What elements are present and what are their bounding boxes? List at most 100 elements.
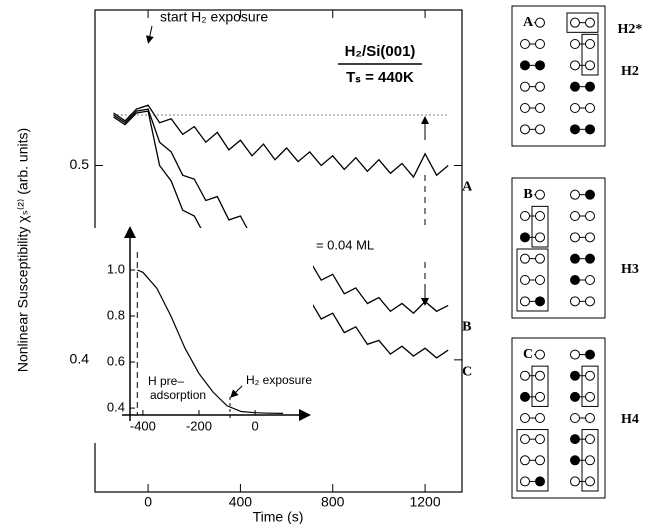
x-tick-label: 1200	[409, 494, 440, 510]
atom	[535, 391, 545, 402]
atom	[585, 370, 595, 381]
atom	[520, 60, 530, 71]
inset-y-tick-label: 0.8	[107, 307, 125, 322]
atom	[570, 413, 580, 423]
site-box	[516, 248, 549, 312]
atom	[570, 391, 580, 402]
atom	[585, 413, 595, 423]
atom	[520, 103, 530, 113]
atom	[570, 434, 580, 445]
inset-background	[90, 228, 313, 443]
atom	[520, 275, 530, 285]
y-tick-label: 0.5	[70, 156, 90, 172]
atom	[570, 349, 580, 360]
atom	[585, 232, 595, 243]
site-box	[516, 429, 549, 492]
atom	[570, 476, 580, 487]
atom	[585, 81, 595, 92]
atom	[585, 189, 595, 200]
atom	[535, 60, 545, 71]
atom	[585, 253, 595, 264]
panel-label: C	[523, 347, 533, 362]
inset-annotation: H₂ exposure	[246, 373, 312, 387]
atom	[535, 124, 545, 135]
atom	[535, 455, 545, 466]
atom	[520, 253, 530, 264]
atom	[570, 103, 580, 113]
atom	[535, 370, 545, 381]
subtitle: Tₛ = 440K	[346, 69, 414, 86]
data-line	[113, 104, 449, 179]
atom	[535, 253, 545, 264]
y-axis-label: Nonlinear Susceptibility χₛ⁽²⁾ (arb. uni…	[15, 128, 31, 372]
atom	[570, 211, 580, 221]
inset-annotation: adsorption	[150, 388, 206, 402]
atom	[535, 211, 545, 221]
inset-line	[137, 269, 284, 414]
annotation: start H₂ exposure	[160, 9, 268, 25]
atom	[535, 103, 545, 113]
atom	[535, 81, 545, 92]
site-box	[581, 33, 599, 76]
atom	[570, 296, 580, 307]
title: H₂/Si(001)	[345, 43, 416, 60]
atom	[585, 296, 595, 307]
atom	[585, 103, 595, 113]
atom	[520, 413, 530, 423]
atom	[535, 434, 545, 445]
inset-arrow	[230, 385, 243, 398]
atom	[570, 60, 580, 71]
atom	[570, 232, 580, 243]
atom	[585, 275, 595, 285]
x-tick-label: 0	[144, 494, 152, 510]
annotation-arrow	[145, 25, 154, 44]
atom	[570, 39, 580, 49]
atom	[585, 60, 595, 71]
atom	[585, 211, 595, 221]
atom	[570, 370, 580, 381]
atom	[585, 17, 595, 28]
atom	[570, 275, 580, 285]
atom	[585, 391, 595, 402]
atom	[520, 370, 530, 381]
atom	[520, 211, 530, 221]
panel-label: A	[523, 15, 534, 30]
atom	[585, 124, 595, 135]
atom	[520, 124, 530, 135]
atom	[535, 413, 545, 423]
site-box	[581, 365, 599, 407]
atom	[585, 455, 595, 466]
atom	[535, 349, 545, 360]
atom	[520, 232, 530, 243]
atom	[585, 476, 595, 487]
site-box	[566, 12, 599, 33]
atom	[520, 39, 530, 49]
atom	[570, 81, 580, 92]
series-label: C	[462, 364, 472, 379]
atom	[520, 455, 530, 466]
atom	[570, 189, 580, 200]
site-box	[581, 429, 599, 492]
inset-x-tick-label: -400	[130, 418, 156, 433]
atom	[570, 455, 580, 466]
atom	[535, 232, 545, 243]
atom	[520, 81, 530, 92]
atom	[520, 296, 530, 307]
series-label: B	[462, 320, 471, 335]
x-tick-label: 400	[229, 494, 253, 510]
inset-x-tick-label: -200	[186, 418, 212, 433]
inset-y-tick-label: 1.0	[107, 261, 125, 276]
annotation: ΔΘ = 0.04 ML	[294, 237, 374, 252]
atom	[535, 275, 545, 285]
atom	[535, 39, 545, 49]
atom	[535, 189, 545, 200]
panel-frame	[511, 5, 606, 147]
x-tick-label: 800	[321, 494, 345, 510]
atom	[535, 476, 545, 487]
structure-panels: A H2* H2 B H3 C H4	[511, 5, 643, 499]
atom	[535, 17, 545, 28]
atom	[570, 253, 580, 264]
panel-tag: H2*	[618, 22, 643, 37]
atom	[585, 349, 595, 360]
